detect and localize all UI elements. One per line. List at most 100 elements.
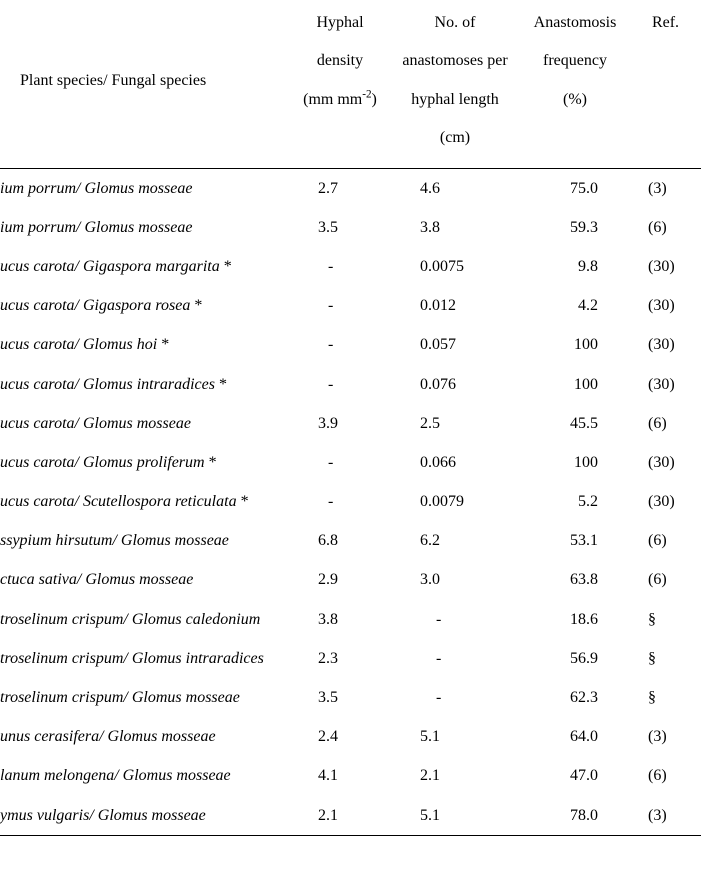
table-row: ucus carota/ Glomus intraradices *-0.076… [0,365,701,404]
table-row: troselinum crispum/ Glomus caledonium3.8… [0,600,701,639]
cell-species: troselinum crispum/ Glomus intraradices [0,639,290,678]
cell-anast-freq: 100 [520,365,630,404]
header-anast-freq: Anastomosis frequency (%) [520,0,630,168]
cell-ref: (3) [630,796,701,836]
table-row: ymus vulgaris/ Glomus mosseae2.15.178.0(… [0,796,701,836]
cell-species: ucus carota/ Glomus proliferum * [0,443,290,482]
table-row: ucus carota/ Glomus mosseae3.92.545.5(6) [0,404,701,443]
table-row: ucus carota/ Gigaspora rosea *-0.012 4.2… [0,286,701,325]
header-af-l1: Anastomosis [534,14,617,31]
cell-ref: (6) [630,404,701,443]
cell-species: ucus carota/ Glomus hoi * [0,325,290,364]
cell-hyphal-density: - [290,286,390,325]
cell-ref: (30) [630,443,701,482]
header-hd-l1: Hyphal [316,14,363,31]
table-row: troselinum crispum/ Glomus intraradices2… [0,639,701,678]
cell-hyphal-density: 2.9 [290,560,390,599]
cell-hyphal-density: 2.7 [290,168,390,208]
cell-species: ucus carota/ Glomus intraradices * [0,365,290,404]
header-hd-l3-pre: (mm mm [303,91,362,108]
cell-species: unus cerasifera/ Glomus mosseae [0,717,290,756]
cell-ref: § [630,600,701,639]
cell-hyphal-density: 6.8 [290,521,390,560]
cell-hyphal-density: 3.8 [290,600,390,639]
header-species: Plant species/ Fungal species [0,0,290,168]
cell-anast-freq: 4.2 [520,286,630,325]
header-apc-l4: (cm) [440,129,470,146]
header-species-label: Plant species/ Fungal species [20,72,206,89]
cell-anast-per-cm: 0.076 [390,365,520,404]
cell-species: ucus carota/ Gigaspora rosea * [0,286,290,325]
cell-anast-per-cm: 3.8 [390,208,520,247]
header-row: Plant species/ Fungal species Hyphal den… [0,0,701,168]
cell-anast-freq: 63.8 [520,560,630,599]
cell-ref: § [630,639,701,678]
header-apc-l1: No. of [435,14,476,31]
cell-species: ssypium hirsutum/ Glomus mosseae [0,521,290,560]
table-row: ucus carota/ Glomus hoi *-0.057100(30) [0,325,701,364]
cell-anast-freq: 100 [520,325,630,364]
cell-ref: (30) [630,482,701,521]
cell-anast-per-cm: 0.012 [390,286,520,325]
table-row: unus cerasifera/ Glomus mosseae2.45.164.… [0,717,701,756]
table-row: ucus carota/ Scutellospora reticulata *-… [0,482,701,521]
cell-species: ucus carota/ Scutellospora reticulata * [0,482,290,521]
header-af-l2: frequency [543,52,607,69]
cell-anast-freq: 47.0 [520,756,630,795]
cell-anast-per-cm: - [390,600,520,639]
cell-anast-freq: 5.2 [520,482,630,521]
table-row: ctuca sativa/ Glomus mosseae2.93.063.8(6… [0,560,701,599]
cell-anast-freq: 45.5 [520,404,630,443]
cell-species: lanum melongena/ Glomus mosseae [0,756,290,795]
table-body: ium porrum/ Glomus mosseae2.74.675.0(3)i… [0,168,701,835]
header-hyphal-density: Hyphal density (mm mm-2) [290,0,390,168]
cell-species: ucus carota/ Gigaspora margarita * [0,247,290,286]
cell-species: ymus vulgaris/ Glomus mosseae [0,796,290,836]
cell-ref: (30) [630,325,701,364]
cell-hyphal-density: 3.5 [290,678,390,717]
table-row: ucus carota/ Gigaspora margarita *-0.007… [0,247,701,286]
header-hd-l2: density [317,52,363,69]
table-row: troselinum crispum/ Glomus mosseae3.5-62… [0,678,701,717]
header-ref-label: Ref. [652,14,679,31]
cell-hyphal-density: - [290,325,390,364]
table-row: ssypium hirsutum/ Glomus mosseae6.86.253… [0,521,701,560]
cell-ref: (30) [630,365,701,404]
cell-anast-per-cm: 4.6 [390,168,520,208]
cell-anast-per-cm: - [390,639,520,678]
cell-anast-per-cm: 5.1 [390,796,520,836]
table-page: Plant species/ Fungal species Hyphal den… [0,0,701,846]
cell-hyphal-density: 2.4 [290,717,390,756]
cell-anast-freq: 18.6 [520,600,630,639]
cell-anast-freq: 62.3 [520,678,630,717]
cell-anast-freq: 64.0 [520,717,630,756]
cell-anast-per-cm: 0.057 [390,325,520,364]
cell-anast-per-cm: 2.5 [390,404,520,443]
cell-anast-per-cm: 0.066 [390,443,520,482]
cell-anast-per-cm: 2.1 [390,756,520,795]
cell-ref: (6) [630,521,701,560]
cell-hyphal-density: - [290,365,390,404]
cell-ref: (3) [630,168,701,208]
cell-species: ium porrum/ Glomus mosseae [0,168,290,208]
cell-hyphal-density: 4.1 [290,756,390,795]
header-apc-l3: hyphal length [411,91,499,108]
cell-species: ctuca sativa/ Glomus mosseae [0,560,290,599]
cell-hyphal-density: 2.1 [290,796,390,836]
cell-anast-per-cm: 6.2 [390,521,520,560]
cell-hyphal-density: 3.5 [290,208,390,247]
cell-ref: (30) [630,286,701,325]
cell-species: troselinum crispum/ Glomus mosseae [0,678,290,717]
cell-ref: (6) [630,560,701,599]
cell-anast-freq: 100 [520,443,630,482]
cell-hyphal-density: - [290,482,390,521]
cell-species: ium porrum/ Glomus mosseae [0,208,290,247]
cell-ref: (30) [630,247,701,286]
header-apc-l2: anastomoses per [402,52,507,69]
cell-anast-freq: 9.8 [520,247,630,286]
cell-anast-per-cm: 5.1 [390,717,520,756]
cell-hyphal-density: - [290,247,390,286]
cell-species: ucus carota/ Glomus mosseae [0,404,290,443]
cell-hyphal-density: - [290,443,390,482]
cell-anast-per-cm: 3.0 [390,560,520,599]
